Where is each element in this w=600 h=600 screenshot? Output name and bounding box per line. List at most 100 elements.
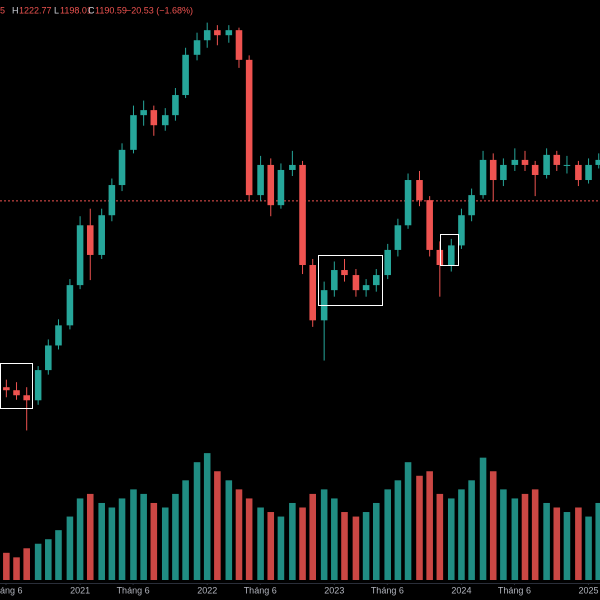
volume-bar (309, 493, 316, 580)
volume-bar (404, 462, 412, 580)
candle-body (458, 215, 465, 246)
highlight-box (0, 363, 33, 409)
high-value: 1222.77 (19, 5, 52, 15)
candle-body (130, 115, 137, 150)
volume-bar (553, 507, 561, 580)
volume-bar (150, 502, 158, 580)
x-tick-label: Tháng 6 (498, 585, 531, 595)
high-label: H (12, 5, 19, 15)
candle-body (531, 164, 539, 175)
candle-body (45, 345, 52, 371)
x-tick-label: Tháng 6 (117, 585, 150, 595)
candle-body (299, 164, 306, 266)
volume-bar (203, 453, 211, 580)
open-fragment: 5 (0, 5, 5, 15)
x-tick-label: Tháng 6 (244, 585, 277, 595)
candle-body (66, 285, 74, 326)
volume-bar (468, 480, 475, 580)
candle-body (108, 185, 116, 216)
candle-body (563, 164, 571, 166)
close-label: C (88, 5, 95, 15)
volume-bar (372, 502, 380, 580)
candle-body (172, 95, 179, 116)
candle-body (193, 40, 201, 55)
candle-body (575, 164, 582, 181)
x-tick-label: 2022 (197, 585, 217, 595)
candle-body (553, 154, 561, 165)
candle-body (140, 110, 147, 116)
candle-body (404, 180, 412, 226)
volume-bar (447, 498, 455, 580)
candle-body (86, 225, 94, 255)
candle-body (479, 159, 487, 196)
volume-bar (500, 489, 507, 580)
volume-bar (108, 507, 116, 580)
volume-bar (489, 471, 497, 580)
candle-body (23, 395, 30, 401)
candle-body (543, 154, 550, 175)
volume-bar (267, 512, 275, 580)
volume-bar (416, 475, 423, 580)
volume-bar (563, 512, 571, 580)
close-value: 1190.59 (95, 5, 127, 15)
candle-body (76, 225, 84, 286)
candle-body (500, 164, 507, 181)
ohlc-header: 5 H 1222.77 L 1198.01 C 1190.59 −20.53 (… (0, 5, 193, 15)
volume-bar (595, 502, 600, 580)
volume-bar (13, 557, 20, 580)
candle-body (426, 200, 433, 250)
volume-bar (161, 507, 169, 580)
candle-body (13, 390, 20, 396)
candle-body (225, 30, 233, 36)
volume-bar (34, 543, 42, 580)
volume-bar (3, 552, 10, 580)
volume-bar (436, 493, 444, 580)
volume-bar (479, 457, 487, 580)
candle-body (55, 325, 62, 346)
change: −20.53 (−1.68%) (126, 5, 193, 15)
volume-bar (182, 480, 189, 580)
volume-bar (289, 502, 296, 580)
volume-bar (76, 498, 84, 580)
volume-bar (585, 516, 592, 580)
volume-bar (140, 493, 147, 580)
volume-bar (458, 489, 465, 580)
volume-bar (320, 489, 328, 580)
candle-body (372, 275, 380, 286)
candle-body (235, 30, 243, 60)
candle-body (341, 270, 348, 276)
x-tick-label: 2025 (579, 585, 599, 595)
highlight-box (318, 255, 383, 306)
candle-body (289, 164, 296, 170)
candle-body (267, 164, 275, 206)
x-tick-label: Tháng 6 (371, 585, 404, 595)
volume-bar (331, 498, 338, 580)
candle-body (595, 159, 600, 165)
candle-body (150, 110, 158, 126)
volume-bar (130, 489, 137, 580)
candle-body (118, 149, 126, 186)
low-label: L (54, 5, 59, 15)
candle-body (436, 249, 444, 266)
candle-body (34, 370, 42, 401)
volume-bar (86, 493, 94, 580)
candle-body (309, 265, 316, 321)
candle-body (331, 270, 338, 291)
volume-pane (3, 453, 600, 580)
candle-body (257, 164, 264, 196)
volume-bar (23, 548, 30, 580)
volume-bar (277, 516, 285, 580)
candle-body (394, 225, 402, 250)
volume-bar (172, 493, 179, 580)
candle-body (521, 159, 529, 165)
candle-body (161, 115, 169, 126)
volume-bar (193, 462, 201, 580)
volume-bar (531, 489, 539, 580)
candle-body (352, 275, 360, 291)
x-tick-label: 2023 (324, 585, 344, 595)
candle-body (489, 159, 497, 181)
candle-body (245, 59, 253, 196)
